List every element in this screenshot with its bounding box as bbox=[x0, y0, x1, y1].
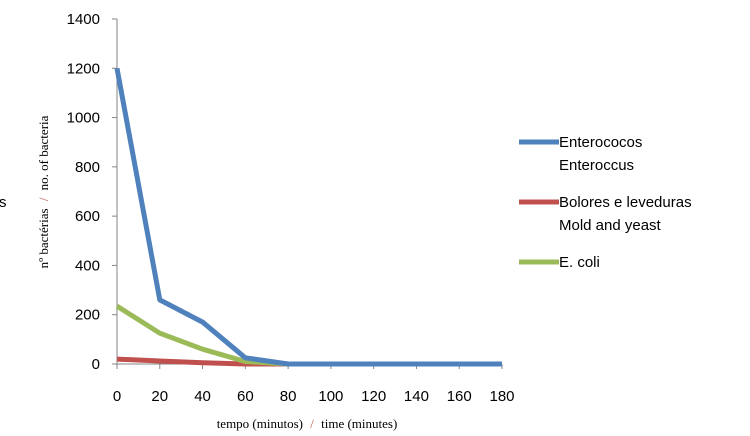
y-tick-label: 1400 bbox=[67, 11, 100, 28]
legend-label-bolores-line1: Bolores e leveduras bbox=[559, 194, 692, 211]
x-axis-title: tempo (minutos) / time (minutes) bbox=[217, 416, 398, 431]
y-axis-title-en: no. of bacteria bbox=[36, 115, 51, 190]
legend-label-bolores-line2: Mold and yeast bbox=[559, 217, 662, 234]
x-axis-title-pt: tempo (minutos) bbox=[217, 416, 303, 431]
x-axis-title-separator: / bbox=[310, 416, 314, 431]
series-line-enterococos bbox=[114, 67, 502, 367]
series-line-e-coli bbox=[115, 303, 502, 367]
y-tick-label: 400 bbox=[75, 257, 100, 274]
y-tick-label: 1000 bbox=[67, 110, 100, 127]
x-tick-label: 140 bbox=[404, 388, 429, 405]
x-tick-label: 40 bbox=[194, 388, 211, 405]
legend-label-ecoli: E. coli bbox=[559, 254, 600, 271]
x-tick-label: 120 bbox=[361, 388, 386, 405]
x-tick-label: 100 bbox=[318, 388, 343, 405]
clipped-label-fragment: s bbox=[0, 194, 7, 211]
x-tick-label: 160 bbox=[447, 388, 472, 405]
y-axis-title: nº bactérias / no. of bacteria bbox=[36, 115, 51, 268]
y-tick-label: 200 bbox=[75, 307, 100, 324]
x-tick-label: 0 bbox=[113, 388, 121, 405]
legend-label-enterococos-line1: Enterococos bbox=[559, 134, 642, 151]
x-tick-group: 0 20 40 60 80 100 120 140 160 180 bbox=[113, 364, 515, 405]
y-tick-label: 0 bbox=[92, 356, 100, 373]
x-axis-title-en: time (minutes) bbox=[321, 416, 397, 431]
y-tick-label: 800 bbox=[75, 159, 100, 176]
x-tick-label: 60 bbox=[237, 388, 254, 405]
y-axis-title-separator: / bbox=[36, 197, 51, 201]
series-group bbox=[114, 67, 502, 367]
y-tick-group: 0 200 400 600 800 1000 1200 1400 bbox=[67, 11, 117, 373]
x-axis: 0 20 40 60 80 100 120 140 160 180 bbox=[113, 363, 515, 405]
legend-label-enterococos-line2: Enteroccus bbox=[559, 157, 634, 174]
y-tick-label: 1200 bbox=[67, 60, 100, 77]
x-tick-label: 20 bbox=[151, 388, 168, 405]
y-axis: 0 200 400 600 800 1000 1200 1400 bbox=[67, 11, 118, 373]
legend: Enterococos Enteroccus Bolores e levedur… bbox=[519, 134, 692, 271]
x-tick-label: 180 bbox=[489, 388, 514, 405]
y-axis-title-pt: nº bactérias bbox=[36, 208, 51, 268]
y-tick-label: 600 bbox=[75, 208, 100, 225]
x-tick-label: 80 bbox=[280, 388, 297, 405]
